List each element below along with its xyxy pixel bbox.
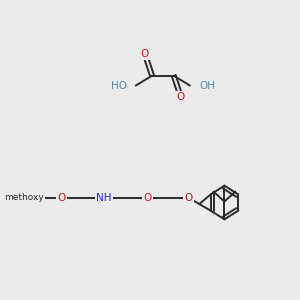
- Text: O: O: [177, 92, 185, 103]
- Text: O: O: [141, 49, 149, 59]
- Text: O: O: [184, 193, 192, 202]
- Text: HO: HO: [111, 81, 127, 91]
- Text: NH: NH: [96, 193, 112, 202]
- Text: O: O: [57, 193, 66, 202]
- Text: O: O: [143, 193, 152, 202]
- Text: OH: OH: [199, 81, 215, 91]
- Text: methoxy: methoxy: [4, 193, 43, 202]
